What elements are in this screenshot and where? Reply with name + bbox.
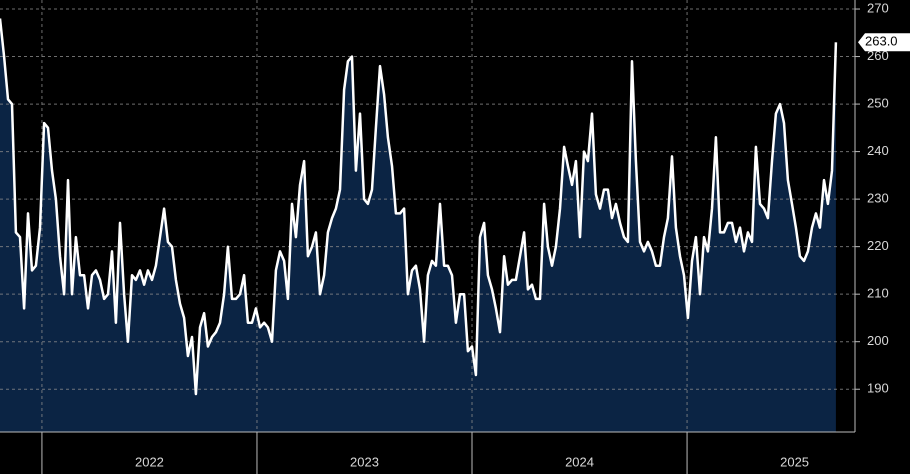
y-tick-label: 200 — [867, 333, 889, 348]
y-tick-label: 210 — [867, 286, 889, 301]
x-tick-label: 2025 — [780, 454, 809, 469]
x-tick-label: 2023 — [350, 454, 379, 469]
y-tick-label: 230 — [867, 191, 889, 206]
area-fill — [0, 18, 836, 432]
last-value-label: 263.0 — [865, 34, 898, 49]
y-tick-label: 260 — [867, 48, 889, 63]
y-tick-label: 250 — [867, 96, 889, 111]
y-tick-label: 190 — [867, 381, 889, 396]
y-tick-label: 270 — [867, 0, 889, 15]
y-tick-label: 220 — [867, 238, 889, 253]
last-value-box — [858, 33, 910, 52]
y-tick-label: 240 — [867, 143, 889, 158]
x-tick-label: 2024 — [565, 454, 594, 469]
line — [0, 18, 838, 396]
x-tick-label: 2022 — [135, 454, 164, 469]
